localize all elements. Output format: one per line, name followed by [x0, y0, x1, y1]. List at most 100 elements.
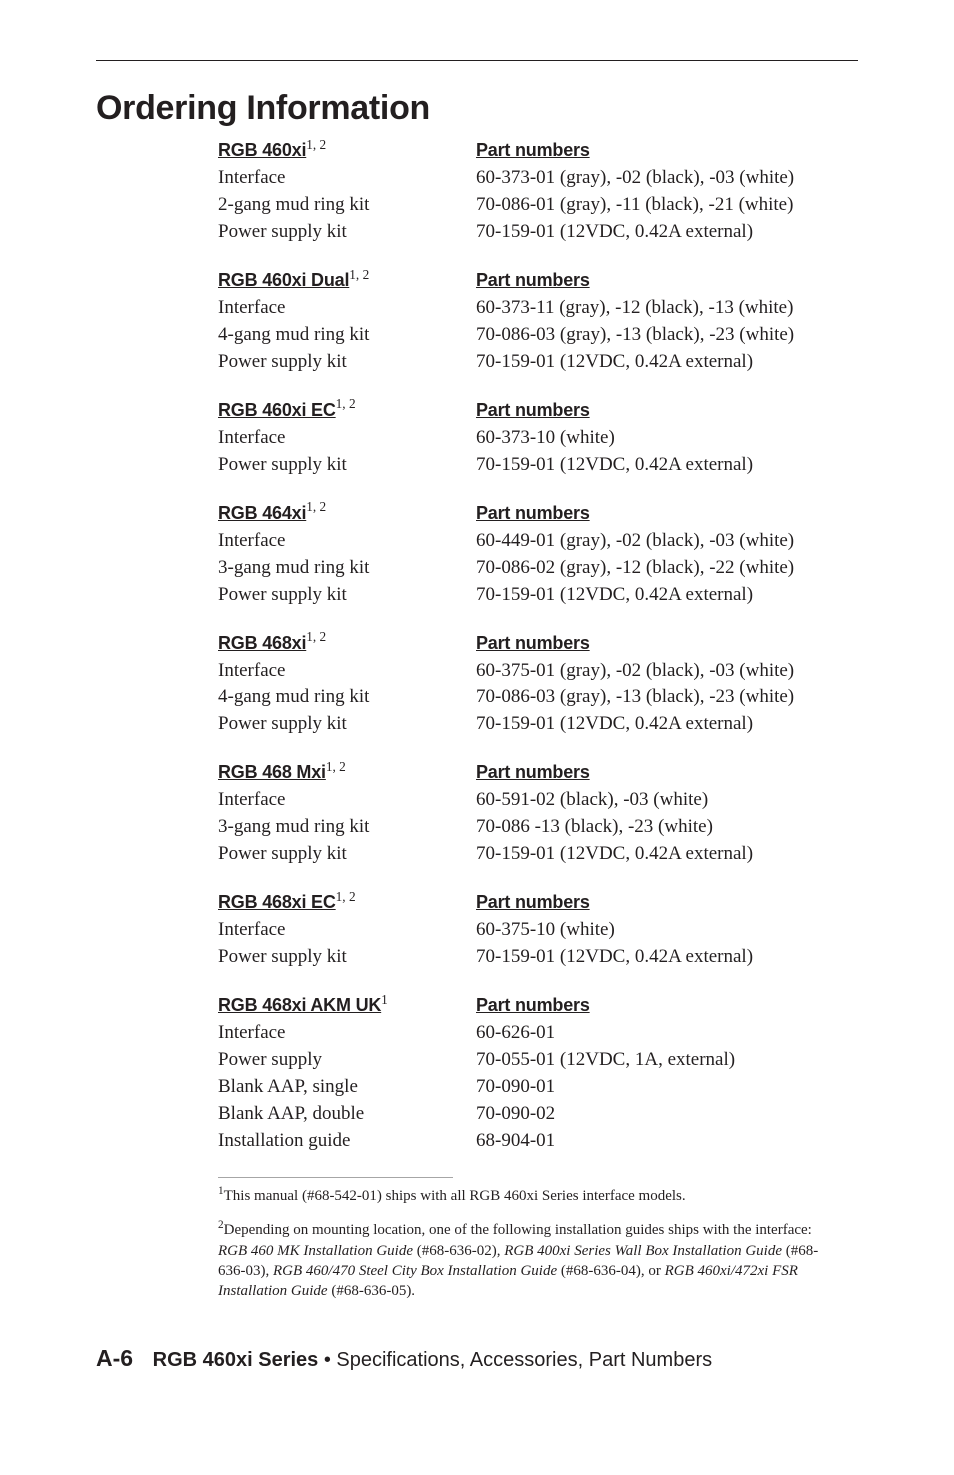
section-heading-row: RGB 460xi1, 2Part numbers — [218, 138, 858, 165]
data-row: 4-gang mud ring kit70-086-03 (gray), -13… — [218, 684, 858, 711]
section-heading-row: RGB 464xi1, 2Part numbers — [218, 501, 858, 528]
footer-page-number: A-6 — [96, 1345, 133, 1371]
section-heading-left: RGB 468 Mxi — [218, 762, 326, 782]
section-heading-left: RGB 468xi EC — [218, 892, 336, 912]
row-value: 70-086-01 (gray), -11 (black), -21 (whit… — [476, 192, 858, 219]
section-heading-right: Part numbers — [476, 631, 858, 657]
footnote-1-text: This manual (#68-542-01) ships with all … — [224, 1188, 686, 1204]
row-label: Power supply kit — [218, 944, 476, 971]
footer-rest: • Specifications, Accessories, Part Numb… — [318, 1349, 712, 1371]
row-label: 4-gang mud ring kit — [218, 684, 476, 711]
section: RGB 468xi AKM UK1Part numbersInterface60… — [218, 993, 858, 1155]
row-value: 60-373-01 (gray), -02 (black), -03 (whit… — [476, 165, 858, 192]
row-value: 70-086-03 (gray), -13 (black), -23 (whit… — [476, 322, 858, 349]
row-label: Installation guide — [218, 1128, 476, 1155]
section-heading-row: RGB 460xi EC1, 2Part numbers — [218, 398, 858, 425]
section-heading-right: Part numbers — [476, 398, 858, 424]
footnote-2-s4: (#68-636-05). — [328, 1283, 415, 1299]
section-heading-right: Part numbers — [476, 138, 858, 164]
row-value: 70-159-01 (12VDC, 0.42A external) — [476, 349, 858, 376]
row-value: 70-086 -13 (black), -23 (white) — [476, 814, 858, 841]
row-value: 70-159-01 (12VDC, 0.42A external) — [476, 452, 858, 479]
row-value: 60-375-01 (gray), -02 (black), -03 (whit… — [476, 658, 858, 685]
data-row: Power supply kit70-159-01 (12VDC, 0.42A … — [218, 944, 858, 971]
section-heading-left: RGB 460xi — [218, 140, 306, 160]
section-heading-left: RGB 460xi Dual — [218, 270, 349, 290]
footer-bold: RGB 460xi Series — [153, 1349, 319, 1371]
data-row: Interface60-375-10 (white) — [218, 917, 858, 944]
data-row: Blank AAP, single70-090-01 — [218, 1074, 858, 1101]
data-row: Blank AAP, double70-090-02 — [218, 1101, 858, 1128]
section: RGB 468xi1, 2Part numbersInterface60-375… — [218, 631, 858, 739]
section-heading-left-cell: RGB 468 Mxi1, 2 — [218, 760, 476, 787]
row-label: Interface — [218, 658, 476, 685]
row-value: 70-090-02 — [476, 1101, 858, 1128]
row-label: Interface — [218, 917, 476, 944]
section-heading-left-cell: RGB 468xi EC1, 2 — [218, 890, 476, 917]
footnote-rule — [218, 1177, 453, 1178]
row-label: Power supply kit — [218, 349, 476, 376]
section-heading-left: RGB 464xi — [218, 503, 306, 523]
data-row: 3-gang mud ring kit70-086 -13 (black), -… — [218, 814, 858, 841]
row-value: 70-159-01 (12VDC, 0.42A external) — [476, 582, 858, 609]
row-label: Power supply kit — [218, 452, 476, 479]
section: RGB 460xi EC1, 2Part numbersInterface60-… — [218, 398, 858, 479]
row-label: Power supply kit — [218, 841, 476, 868]
row-value: 60-375-10 (white) — [476, 917, 858, 944]
row-label: 3-gang mud ring kit — [218, 814, 476, 841]
section-heading-row: RGB 468xi EC1, 2Part numbers — [218, 890, 858, 917]
footnote-2-pre: Depending on mounting location, one of t… — [224, 1222, 812, 1238]
data-row: Power supply kit70-159-01 (12VDC, 0.42A … — [218, 219, 858, 246]
section-heading-left: RGB 468xi — [218, 633, 306, 653]
row-value: 70-159-01 (12VDC, 0.42A external) — [476, 219, 858, 246]
section-heading-left-cell: RGB 460xi1, 2 — [218, 138, 476, 165]
top-rule — [96, 60, 858, 61]
row-label: Power supply kit — [218, 711, 476, 738]
row-label: 2-gang mud ring kit — [218, 192, 476, 219]
section-heading-right: Part numbers — [476, 760, 858, 786]
row-value: 70-055-01 (12VDC, 1A, external) — [476, 1047, 858, 1074]
data-row: Interface60-626-01 — [218, 1020, 858, 1047]
section-heading-row: RGB 460xi Dual1, 2Part numbers — [218, 268, 858, 295]
data-row: Interface60-591-02 (black), -03 (white) — [218, 787, 858, 814]
row-label: Power supply kit — [218, 582, 476, 609]
row-value: 70-086-02 (gray), -12 (black), -22 (whit… — [476, 555, 858, 582]
section-heading-left: RGB 468xi AKM UK — [218, 995, 381, 1015]
row-label: Power supply — [218, 1047, 476, 1074]
data-row: Interface60-373-01 (gray), -02 (black), … — [218, 165, 858, 192]
row-label: Interface — [218, 165, 476, 192]
section-heading-right: Part numbers — [476, 993, 858, 1019]
section-heading-left: RGB 460xi EC — [218, 400, 336, 420]
data-row: Power supply kit70-159-01 (12VDC, 0.42A … — [218, 349, 858, 376]
row-value: 70-159-01 (12VDC, 0.42A external) — [476, 711, 858, 738]
footnote-2-i2: RGB 400xi Series Wall Box Installation G… — [504, 1243, 782, 1259]
section: RGB 464xi1, 2Part numbersInterface60-449… — [218, 501, 858, 609]
page-footer: A-6 RGB 460xi Series • Specifications, A… — [96, 1345, 858, 1372]
row-value: 60-449-01 (gray), -02 (black), -03 (whit… — [476, 528, 858, 555]
data-row: 2-gang mud ring kit70-086-01 (gray), -11… — [218, 192, 858, 219]
row-value: 60-373-10 (white) — [476, 425, 858, 452]
data-row: Interface60-373-10 (white) — [218, 425, 858, 452]
content-block: RGB 460xi1, 2Part numbersInterface60-373… — [96, 138, 858, 1155]
footnote-2: 2Depending on mounting location, one of … — [218, 1220, 858, 1301]
row-label: Interface — [218, 528, 476, 555]
row-value: 70-086-03 (gray), -13 (black), -23 (whit… — [476, 684, 858, 711]
section-heading-row: RGB 468xi1, 2Part numbers — [218, 631, 858, 658]
row-value: 60-373-11 (gray), -12 (black), -13 (whit… — [476, 295, 858, 322]
data-row: 3-gang mud ring kit70-086-02 (gray), -12… — [218, 555, 858, 582]
data-row: Interface60-449-01 (gray), -02 (black), … — [218, 528, 858, 555]
section: RGB 468 Mxi1, 2Part numbersInterface60-5… — [218, 760, 858, 868]
page-title: Ordering Information — [96, 89, 858, 128]
row-label: Interface — [218, 295, 476, 322]
footnote-1: 1This manual (#68-542-01) ships with all… — [218, 1186, 858, 1206]
data-row: Interface60-375-01 (gray), -02 (black), … — [218, 658, 858, 685]
footnotes-block: 1This manual (#68-542-01) ships with all… — [96, 1177, 858, 1301]
section-heading-left-cell: RGB 460xi Dual1, 2 — [218, 268, 476, 295]
data-row: Power supply kit70-159-01 (12VDC, 0.42A … — [218, 711, 858, 738]
footnote-2-s1: (#68-636-02), — [413, 1243, 504, 1259]
row-label: Interface — [218, 425, 476, 452]
data-row: Power supply70-055-01 (12VDC, 1A, extern… — [218, 1047, 858, 1074]
section-heading-right: Part numbers — [476, 890, 858, 916]
section-heading-left-cell: RGB 468xi AKM UK1 — [218, 993, 476, 1020]
row-value: 70-159-01 (12VDC, 0.42A external) — [476, 944, 858, 971]
